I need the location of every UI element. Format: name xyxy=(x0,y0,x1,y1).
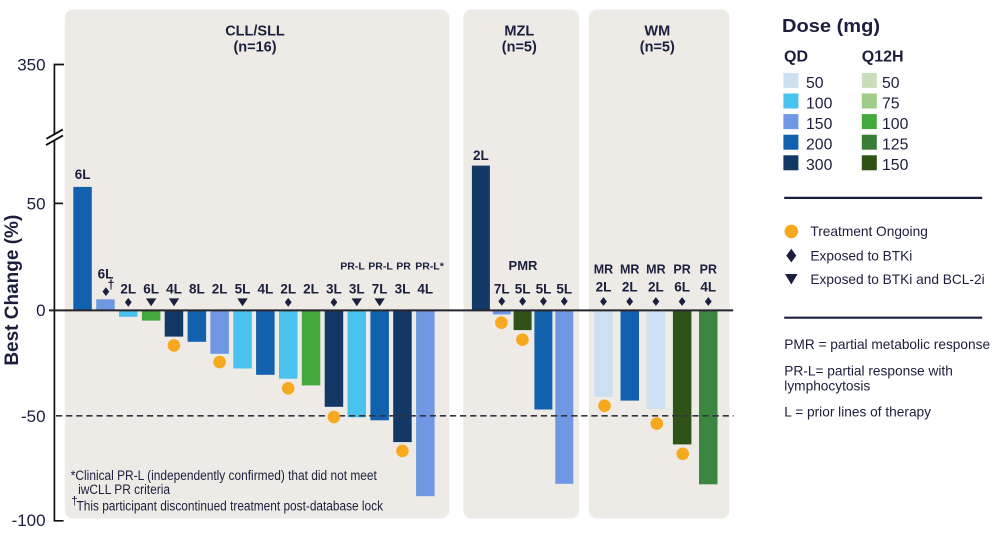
svg-text:5L: 5L xyxy=(235,281,251,296)
svg-text:4L: 4L xyxy=(257,281,273,296)
svg-text:4L: 4L xyxy=(700,280,716,295)
svg-text:MR: MR xyxy=(620,262,639,276)
svg-text:150: 150 xyxy=(806,116,833,133)
svg-text:6L: 6L xyxy=(75,167,91,182)
svg-text:0: 0 xyxy=(36,301,45,320)
svg-text:2L: 2L xyxy=(473,148,489,163)
svg-text:PR: PR xyxy=(396,261,411,273)
svg-text:iwCLL PR criteria: iwCLL PR criteria xyxy=(78,482,170,497)
svg-text:6L: 6L xyxy=(674,280,690,295)
svg-text:3L: 3L xyxy=(395,281,411,296)
svg-text:(n=16): (n=16) xyxy=(233,40,276,56)
svg-text:†: † xyxy=(108,278,115,292)
svg-text:Dose (mg): Dose (mg) xyxy=(782,15,880,36)
svg-text:8L: 8L xyxy=(189,281,205,296)
svg-text:(n=5): (n=5) xyxy=(502,40,537,56)
svg-text:150: 150 xyxy=(882,157,909,174)
svg-text:MR: MR xyxy=(594,262,613,276)
svg-text:6L: 6L xyxy=(98,267,114,282)
svg-text:3L: 3L xyxy=(349,281,365,296)
svg-text:6L: 6L xyxy=(143,281,159,296)
svg-text:75: 75 xyxy=(882,95,900,112)
svg-text:5L: 5L xyxy=(556,281,572,296)
svg-text:200: 200 xyxy=(806,137,833,154)
svg-text:7L: 7L xyxy=(372,281,388,296)
svg-text:3L: 3L xyxy=(326,281,342,296)
svg-text:2L: 2L xyxy=(280,281,296,296)
svg-text:PMR = partial metabolic respon: PMR = partial metabolic response xyxy=(784,337,990,352)
svg-text:This participant discontinued: This participant discontinued treatment … xyxy=(77,499,384,514)
svg-text:300: 300 xyxy=(806,157,833,174)
svg-text:2L: 2L xyxy=(596,280,612,295)
svg-text:PR-L: PR-L xyxy=(340,261,365,273)
svg-text:-50: -50 xyxy=(21,407,46,426)
svg-text:4L: 4L xyxy=(417,281,433,296)
svg-text:125: 125 xyxy=(882,137,909,154)
svg-text:2L: 2L xyxy=(120,281,136,296)
svg-text:-100: -100 xyxy=(12,511,46,530)
svg-text:7L: 7L xyxy=(494,281,510,296)
svg-text:2L: 2L xyxy=(212,281,228,296)
svg-text:100: 100 xyxy=(882,116,909,133)
svg-text:4L: 4L xyxy=(166,281,182,296)
svg-text:50: 50 xyxy=(882,75,900,92)
svg-text:Treatment Ongoing: Treatment Ongoing xyxy=(810,224,927,239)
svg-text:2L: 2L xyxy=(648,280,664,295)
svg-text:PR-L*: PR-L* xyxy=(415,261,444,273)
svg-text:350: 350 xyxy=(17,56,45,75)
svg-text:2L: 2L xyxy=(622,280,638,295)
svg-text:lymphocytosis: lymphocytosis xyxy=(784,378,870,393)
svg-text:*Clinical PR-L (independently: *Clinical PR-L (independently confirmed)… xyxy=(71,468,377,483)
svg-text:WM: WM xyxy=(644,24,670,40)
svg-text:PR-L: PR-L xyxy=(368,261,393,273)
svg-text:Exposed to BTKi: Exposed to BTKi xyxy=(810,248,912,263)
svg-text:PR-L= partial response with: PR-L= partial response with xyxy=(784,363,953,378)
svg-text:PMR: PMR xyxy=(509,258,539,273)
svg-text:50: 50 xyxy=(806,75,824,92)
svg-text:MZL: MZL xyxy=(504,24,534,40)
svg-text:Exposed to BTKi and BCL-2i: Exposed to BTKi and BCL-2i xyxy=(810,272,984,287)
svg-text:PR: PR xyxy=(673,262,690,276)
svg-text:L = prior lines of therapy: L = prior lines of therapy xyxy=(784,405,931,420)
svg-text:Q12H: Q12H xyxy=(862,48,904,65)
svg-text:5L: 5L xyxy=(536,281,552,296)
svg-text:Best Change (%): Best Change (%) xyxy=(2,215,23,366)
svg-text:2L: 2L xyxy=(303,281,319,296)
svg-text:(n=5): (n=5) xyxy=(640,40,675,56)
svg-text:QD: QD xyxy=(784,48,808,65)
svg-text:PR: PR xyxy=(700,262,717,276)
svg-text:100: 100 xyxy=(806,95,833,112)
svg-text:MR: MR xyxy=(646,262,665,276)
svg-text:†: † xyxy=(71,496,77,508)
svg-text:5L: 5L xyxy=(515,281,531,296)
svg-text:50: 50 xyxy=(27,195,46,214)
svg-text:CLL/SLL: CLL/SLL xyxy=(225,24,285,40)
